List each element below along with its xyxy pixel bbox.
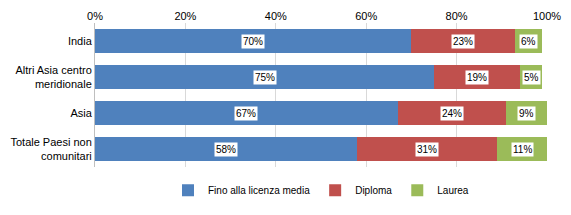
svg-text:9%: 9% — [519, 108, 534, 119]
svg-text:19%: 19% — [467, 72, 487, 83]
svg-text:Fino alla licenza media: Fino alla licenza media — [208, 185, 310, 196]
svg-text:75%: 75% — [255, 72, 275, 83]
svg-text:80%: 80% — [446, 10, 468, 22]
svg-text:67%: 67% — [236, 108, 256, 119]
svg-text:Totale Paesi noncomunitari: Totale Paesi noncomunitari — [10, 136, 91, 162]
svg-text:Asia: Asia — [70, 107, 92, 119]
svg-text:6%: 6% — [521, 36, 536, 47]
svg-text:India: India — [68, 35, 93, 47]
svg-text:Diploma: Diploma — [355, 185, 392, 196]
svg-text:Altri Asia centromeridionale: Altri Asia centromeridionale — [15, 64, 91, 90]
svg-text:11%: 11% — [513, 144, 532, 155]
svg-text:58%: 58% — [216, 144, 236, 155]
svg-text:24%: 24% — [442, 108, 462, 119]
svg-text:Laurea: Laurea — [437, 185, 469, 196]
svg-text:100%: 100% — [533, 10, 561, 22]
svg-text:60%: 60% — [355, 10, 377, 22]
svg-text:70%: 70% — [243, 36, 263, 47]
svg-text:31%: 31% — [417, 144, 437, 155]
svg-text:5%: 5% — [524, 72, 539, 83]
svg-text:23%: 23% — [453, 36, 473, 47]
svg-text:40%: 40% — [265, 10, 287, 22]
svg-text:20%: 20% — [174, 10, 196, 22]
svg-text:0%: 0% — [87, 10, 103, 22]
